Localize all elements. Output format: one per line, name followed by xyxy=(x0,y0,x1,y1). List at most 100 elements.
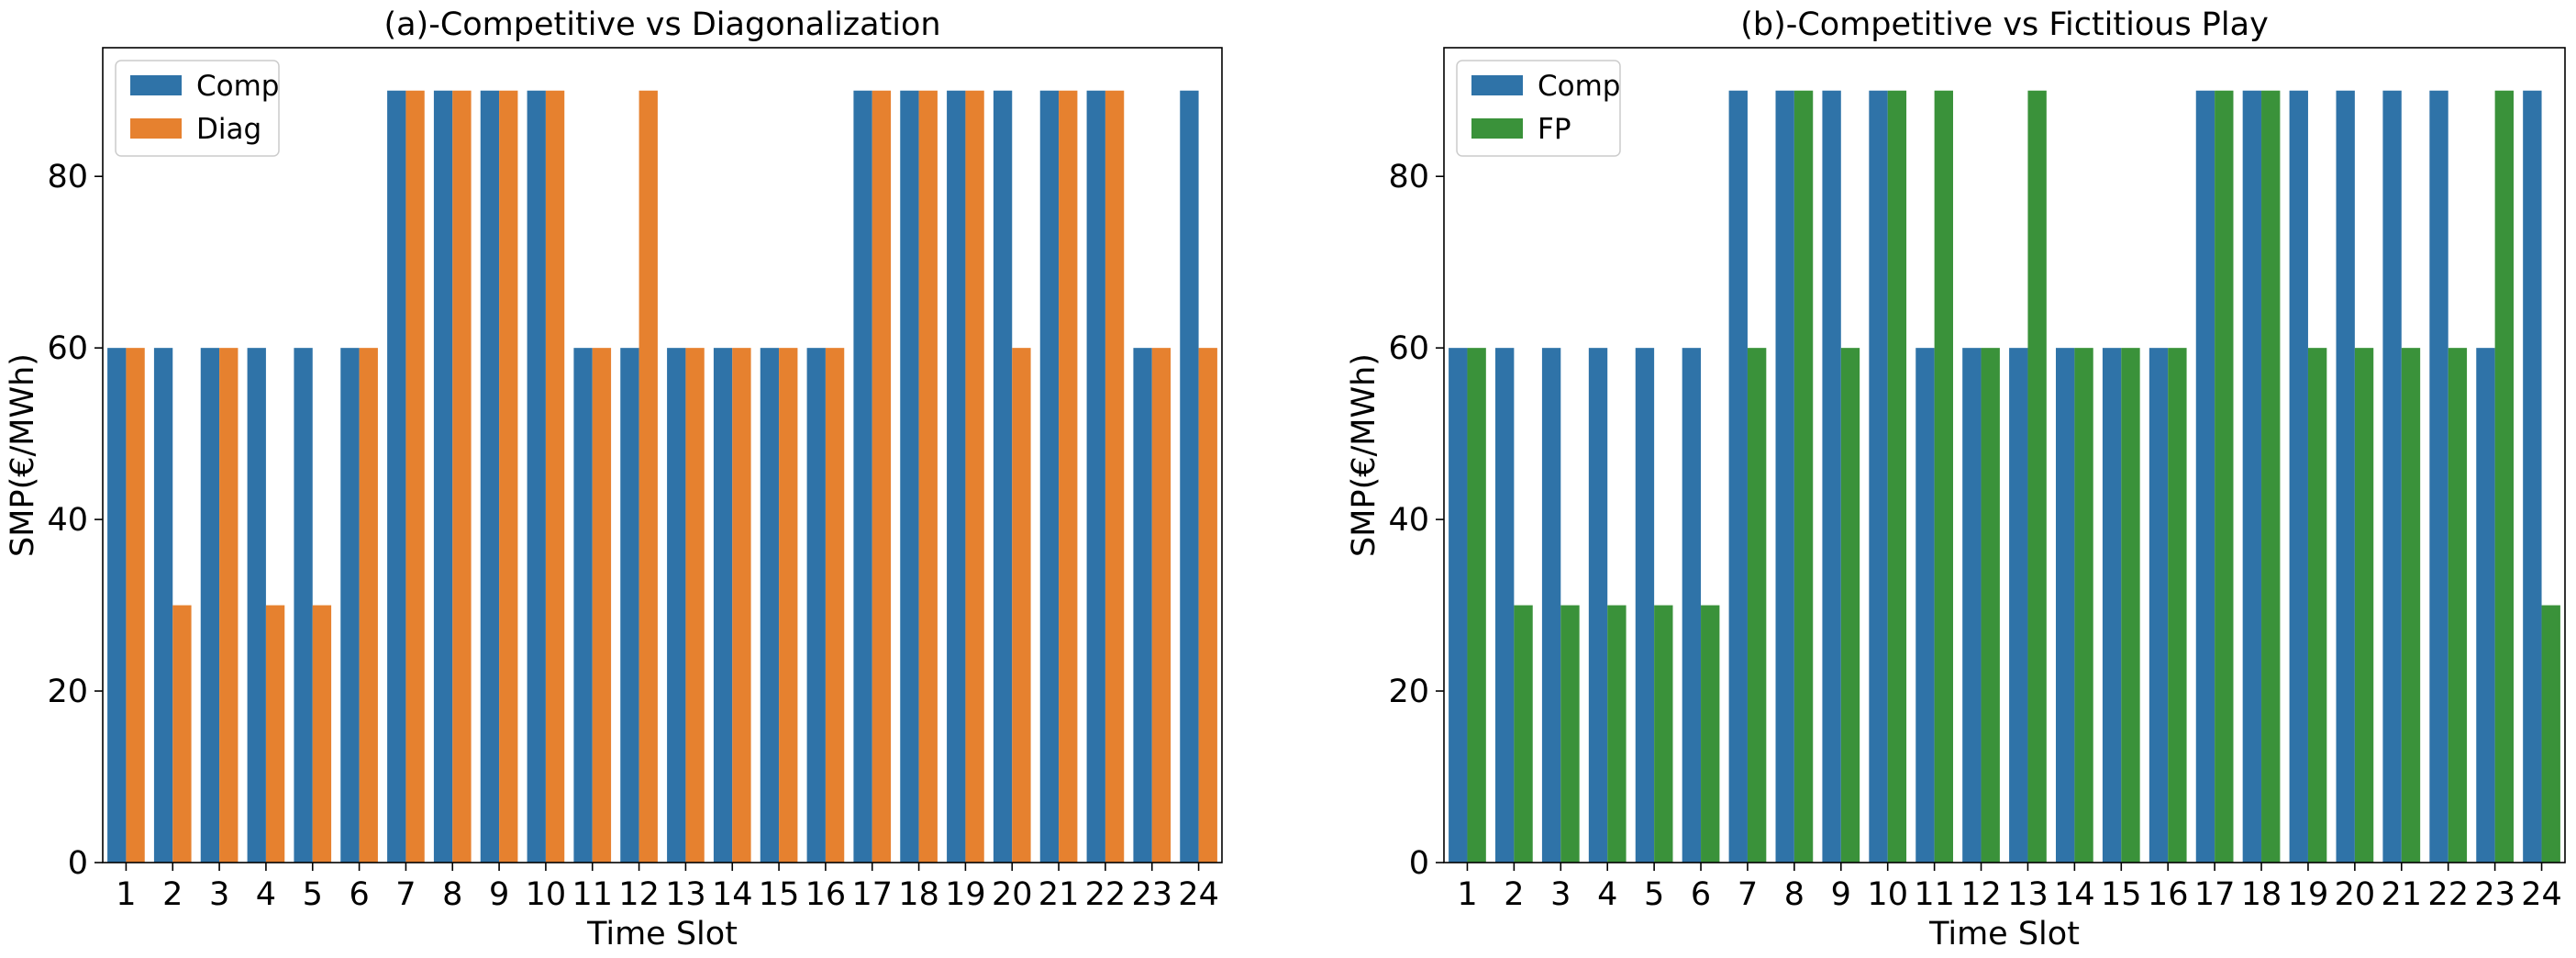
x-tick-label: 20 xyxy=(992,876,1033,913)
bar-comp-slot-10 xyxy=(527,90,546,863)
bar-fp-slot-12 xyxy=(1981,348,2000,863)
x-tick-label: 4 xyxy=(1597,876,1617,913)
bar-comp-slot-19 xyxy=(2289,90,2308,863)
x-tick-label: 3 xyxy=(1550,876,1571,913)
x-tick-label: 8 xyxy=(442,876,462,913)
bar-comp-slot-24 xyxy=(1180,90,1199,863)
bar-fp-slot-8 xyxy=(1793,90,1814,863)
legend: Comp FP xyxy=(1456,60,1621,157)
x-tick-label: 2 xyxy=(1504,876,1524,913)
bar-diag-slot-17 xyxy=(872,90,892,863)
x-tick-label: 8 xyxy=(1784,876,1804,913)
x-tick-label: 16 xyxy=(805,876,847,913)
x-tick-label: 1 xyxy=(116,876,136,913)
x-tick-label: 3 xyxy=(209,876,229,913)
bar-comp-slot-12 xyxy=(620,348,639,863)
bar-fp-slot-3 xyxy=(1560,605,1580,863)
bar-diag-slot-18 xyxy=(918,90,938,863)
bar-comp-slot-10 xyxy=(1869,90,1888,863)
y-tick-label: 20 xyxy=(1388,674,1429,710)
legend-label-fp: FP xyxy=(1538,113,1571,146)
bar-diag-slot-19 xyxy=(965,90,984,863)
bar-fp-slot-17 xyxy=(2215,90,2234,863)
x-tick-label: 14 xyxy=(2054,876,2095,913)
bar-diag-slot-15 xyxy=(779,348,798,863)
bar-comp-slot-15 xyxy=(2102,348,2122,863)
bar-comp-slot-22 xyxy=(1086,90,1105,863)
bar-fp-slot-9 xyxy=(1840,348,1860,863)
bar-comp-slot-1 xyxy=(1449,348,1468,863)
bar-diag-slot-10 xyxy=(545,90,565,863)
bar-diag-slot-11 xyxy=(592,348,612,863)
bar-comp-slot-4 xyxy=(1588,348,1608,863)
bar-comp-slot-17 xyxy=(853,90,872,863)
x-tick-label: 6 xyxy=(1691,876,1711,913)
x-tick-label: 13 xyxy=(2007,876,2049,913)
x-tick-label: 2 xyxy=(162,876,183,913)
bar-fp-slot-10 xyxy=(1887,90,1907,863)
bar-diag-slot-6 xyxy=(359,348,378,863)
x-tick-label: 12 xyxy=(618,876,660,913)
x-axis-label: Time Slot xyxy=(586,916,738,952)
x-tick-label: 10 xyxy=(526,876,567,913)
x-tick-label: 1 xyxy=(1457,876,1477,913)
bar-comp-slot-14 xyxy=(2056,348,2075,863)
bar-comp-slot-9 xyxy=(480,90,500,863)
bar-comp-slot-21 xyxy=(2382,90,2402,863)
bar-comp-slot-6 xyxy=(1682,348,1702,863)
legend-label-comp: Comp xyxy=(1538,70,1621,103)
x-tick-label: 18 xyxy=(2241,876,2282,913)
bar-diag-slot-13 xyxy=(685,348,705,863)
bar-comp-slot-7 xyxy=(1728,90,1748,863)
bar-fp-slot-20 xyxy=(2354,348,2374,863)
bar-fp-slot-14 xyxy=(2074,348,2093,863)
bar-comp-slot-16 xyxy=(806,348,826,863)
legend: Comp Diag xyxy=(115,60,280,157)
bar-diag-slot-4 xyxy=(265,605,285,863)
x-tick-label: 11 xyxy=(572,876,613,913)
legend-swatch-comp xyxy=(1471,75,1523,95)
bar-comp-slot-7 xyxy=(387,90,406,863)
bar-comp-slot-13 xyxy=(667,348,686,863)
bar-fp-slot-21 xyxy=(2401,348,2421,863)
x-tick-label: 11 xyxy=(1914,876,1955,913)
x-tick-label: 18 xyxy=(898,876,939,913)
x-tick-label: 24 xyxy=(1178,876,1219,913)
x-tick-label: 21 xyxy=(1038,876,1080,913)
bar-comp-slot-8 xyxy=(1775,90,1794,863)
legend-swatch-comp xyxy=(130,75,182,95)
bar-diag-slot-7 xyxy=(405,90,425,863)
x-tick-label: 9 xyxy=(1831,876,1851,913)
bar-comp-slot-4 xyxy=(247,348,266,863)
y-tick-label: 20 xyxy=(47,674,88,710)
y-tick-label: 60 xyxy=(47,330,88,367)
x-tick-label: 5 xyxy=(303,876,323,913)
bar-comp-slot-19 xyxy=(947,90,966,863)
bar-comp-slot-3 xyxy=(1541,348,1561,863)
x-tick-label: 23 xyxy=(1131,876,1172,913)
bar-fp-slot-7 xyxy=(1747,348,1767,863)
bar-fp-slot-18 xyxy=(2261,90,2281,863)
bar-fp-slot-24 xyxy=(2541,605,2560,863)
bar-comp-slot-21 xyxy=(1039,90,1060,863)
x-tick-label: 15 xyxy=(2101,876,2142,913)
bar-comp-slot-11 xyxy=(573,348,593,863)
bar-fp-slot-19 xyxy=(2307,348,2327,863)
bar-diag-slot-21 xyxy=(1059,90,1078,863)
bar-fp-slot-1 xyxy=(1467,348,1486,863)
x-tick-label: 19 xyxy=(945,876,986,913)
bar-comp-slot-2 xyxy=(153,348,173,863)
chart-title: (b)-Competitive vs Fictitious Play xyxy=(1740,6,2269,43)
bar-comp-slot-22 xyxy=(2429,90,2448,863)
x-tick-label: 17 xyxy=(851,876,893,913)
y-tick-label: 40 xyxy=(1388,502,1429,539)
bar-fp-slot-2 xyxy=(1514,605,1533,863)
bar-fp-slot-23 xyxy=(2494,90,2514,863)
bar-comp-slot-3 xyxy=(200,348,220,863)
legend-label-comp: Comp xyxy=(196,70,280,103)
bar-comp-slot-11 xyxy=(1915,348,1935,863)
x-tick-label: 22 xyxy=(2427,876,2469,913)
bar-comp-slot-24 xyxy=(2523,90,2542,863)
